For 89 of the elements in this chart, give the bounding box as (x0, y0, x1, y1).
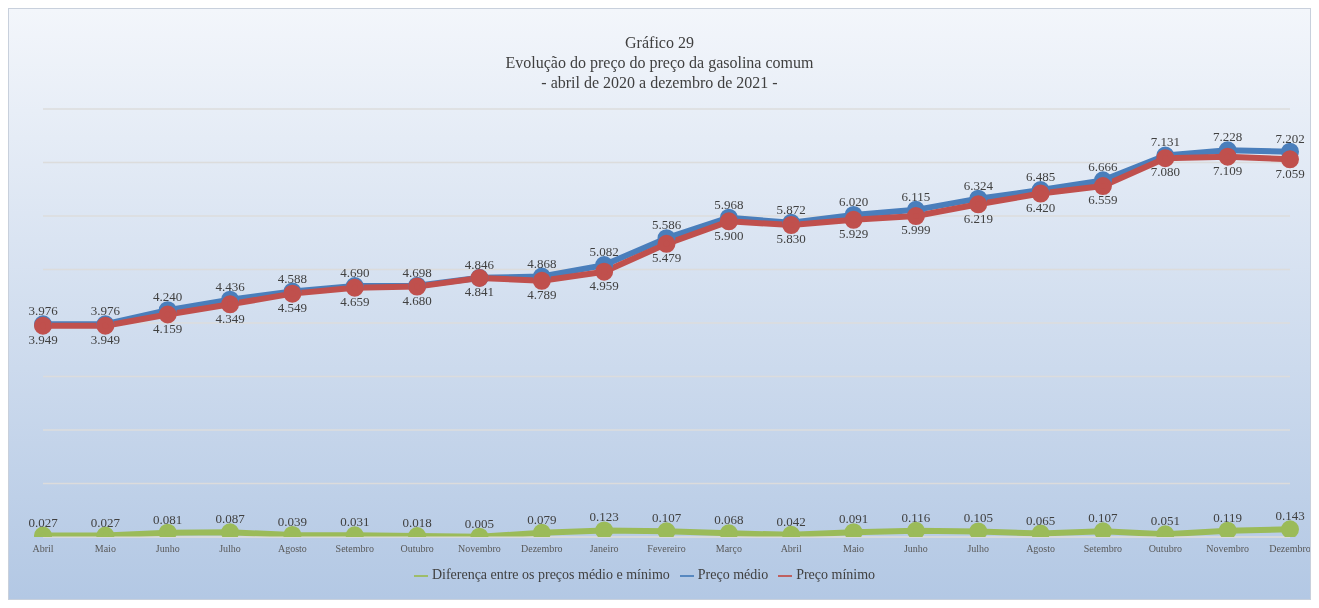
data-label: 4.588 (277, 270, 308, 286)
data-label: 0.027 (28, 514, 59, 530)
x-tick-label: Novembro (1206, 543, 1250, 555)
data-label: 0.042 (776, 513, 806, 529)
data-label: 5.929 (838, 226, 869, 242)
data-label: 0.081 (153, 511, 183, 527)
x-tick-label: Dezembro (1269, 543, 1311, 555)
data-label: 0.107 (1088, 510, 1119, 526)
chart-subtitle: Evolução do preço do preço da gasolina comum - abril de 2020 a dezembro de 2021 - (504, 53, 815, 93)
data-label: 6.115 (901, 188, 931, 204)
data-label: 0.123 (589, 509, 619, 525)
data-label: 0.018 (402, 515, 432, 531)
x-tick-label: Abril (780, 543, 802, 555)
data-label: 6.485 (1025, 169, 1056, 185)
x-tick-label: Outubro (400, 543, 434, 555)
data-label: 4.436 (215, 278, 246, 294)
data-label: 0.039 (277, 513, 308, 529)
x-tick-label: Maio (843, 543, 865, 555)
data-label: 4.789 (527, 287, 557, 303)
data-label: 4.680 (402, 292, 432, 308)
legend-label: Preço médio (697, 567, 769, 582)
data-label: 0.119 (1213, 509, 1243, 525)
data-label: 7.202 (1275, 130, 1305, 146)
data-label: 5.082 (589, 244, 619, 260)
data-label: 0.051 (1150, 513, 1180, 529)
legend-label: Preço mínimo (796, 567, 876, 582)
x-tick-label: Janeiro (589, 543, 619, 555)
data-label: 0.107 (651, 510, 682, 526)
data-label: 0.143 (1275, 508, 1305, 524)
data-label: 4.349 (215, 310, 245, 326)
x-tick-label: Junho (903, 543, 928, 555)
data-label: 7.131 (1150, 134, 1180, 150)
data-label: 5.999 (901, 222, 931, 238)
data-label: 0.005 (464, 515, 495, 531)
x-tick-label: Agosto (277, 543, 307, 555)
data-label: 4.690 (340, 265, 370, 281)
data-label: 6.666 (1088, 159, 1119, 175)
data-label: 6.559 (1088, 192, 1118, 208)
data-label: 4.846 (464, 256, 495, 272)
data-label: 5.968 (714, 196, 744, 212)
x-tick-label: Setembro (1083, 543, 1123, 555)
data-label: 7.109 (1213, 162, 1243, 178)
data-label: 3.976 (28, 303, 59, 319)
data-label: 3.949 (28, 331, 58, 347)
x-tick-label: Outubro (1148, 543, 1182, 555)
data-label: 7.080 (1150, 164, 1180, 180)
data-label: 7.228 (1213, 129, 1243, 145)
x-tick-label: Abril (32, 543, 54, 555)
chart-title: Gráfico 29 (624, 33, 695, 53)
data-label: 4.549 (277, 299, 308, 315)
x-tick-label: Fevereiro (647, 543, 686, 555)
data-label: 4.659 (340, 293, 370, 309)
data-label: 0.079 (527, 511, 557, 527)
data-label: 6.219 (963, 210, 993, 226)
x-tick-label: Novembro (458, 543, 501, 555)
legend-label: Diferença entre os preços médio e mínimo (431, 567, 670, 582)
data-label: 0.105 (963, 510, 993, 526)
data-label: 7.059 (1275, 165, 1305, 181)
x-tick-label: Maio (94, 543, 116, 555)
x-tick-label: Junho (155, 543, 180, 555)
data-label: 5.900 (714, 227, 744, 243)
data-label: 5.479 (651, 250, 682, 266)
x-tick-label: Agosto (1026, 543, 1056, 555)
x-tick-label: Julho (967, 543, 990, 555)
data-label: 4.159 (153, 320, 183, 336)
data-label: 0.087 (215, 511, 246, 527)
data-label: 5.830 (776, 231, 806, 247)
data-label: 0.031 (340, 514, 370, 530)
data-label: 0.068 (714, 512, 744, 528)
x-tick-label: Setembro (335, 543, 374, 555)
data-label: 4.868 (527, 255, 557, 271)
data-label: 0.065 (1025, 512, 1056, 528)
data-label: 0.116 (901, 509, 931, 525)
data-label: 4.841 (464, 284, 495, 300)
data-label: 3.976 (90, 303, 121, 319)
data-label: 3.949 (90, 331, 120, 347)
data-label: 4.959 (589, 277, 619, 293)
data-label: 6.020 (838, 193, 869, 209)
data-label: 6.420 (1025, 199, 1056, 215)
data-label: 0.027 (90, 514, 121, 530)
data-label: 4.698 (402, 264, 432, 280)
data-label: 6.324 (963, 177, 994, 193)
x-tick-label: Dezembro (520, 543, 563, 555)
data-label: 5.586 (651, 217, 682, 233)
data-label: 4.240 (153, 289, 183, 305)
data-label: 5.872 (776, 201, 806, 217)
x-tick-label: Julho (219, 543, 241, 555)
x-tick-label: Março (715, 543, 742, 555)
data-label: 0.091 (838, 511, 869, 527)
